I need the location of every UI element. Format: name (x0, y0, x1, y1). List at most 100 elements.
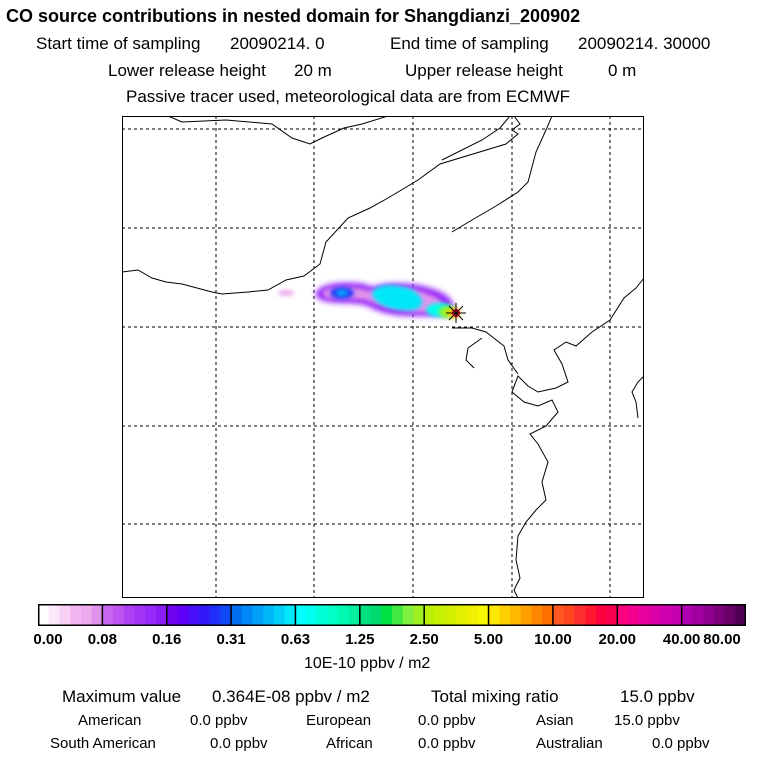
upper-release-label: Upper release height (405, 61, 563, 80)
colorbar-cell (692, 605, 704, 625)
colorbar-cell (456, 605, 468, 625)
colorbar-cell (735, 605, 746, 625)
colorbar-tick-label: 10.00 (534, 631, 572, 648)
colorbar-cell (48, 605, 61, 625)
max-value-label: Maximum value (62, 687, 182, 706)
colorbar-tick-label: 2.50 (409, 631, 439, 648)
region-value: 15.0 ppbv (614, 712, 680, 729)
map-frame (122, 116, 644, 598)
region-value: 0.0 ppbv (652, 735, 710, 752)
colorbar-units: 10E-10 ppbv / m2 (304, 655, 431, 672)
plume-west-fragment (278, 290, 294, 296)
colorbar-cell (681, 605, 693, 625)
colorbar-cell (574, 605, 586, 625)
colorbar-cell (424, 605, 436, 625)
colorbar-cell (316, 605, 329, 625)
colorbar-cell (381, 605, 393, 625)
colorbar-cell (209, 605, 221, 625)
colorbar-cell (628, 605, 640, 625)
colorbar-cell (660, 605, 672, 625)
map-panel (122, 116, 644, 598)
colorbar-cell (113, 605, 125, 625)
total-mixing-label: Total mixing ratio (431, 687, 559, 706)
colorbar-cell (638, 605, 651, 625)
region-name: Australian (536, 735, 603, 752)
region-value: 0.0 ppbv (210, 735, 268, 752)
colorbar-cell (134, 605, 146, 625)
region-name: European (306, 712, 372, 729)
colorbar-cell (145, 605, 157, 625)
region-name: Asian (536, 712, 574, 729)
colorbar-cell (156, 605, 168, 625)
colorbar-cell (402, 605, 415, 625)
border-line (451, 116, 553, 233)
colorbar-cell (102, 605, 114, 625)
colorbar-cell (70, 605, 82, 625)
colorbar-cell (295, 605, 307, 625)
colorbar-cell (499, 605, 511, 625)
region-name: South American (50, 735, 156, 752)
map-grid (122, 116, 644, 598)
colorbar-tick-label: 0.08 (87, 631, 117, 648)
colorbar-cell (349, 605, 361, 625)
colorbar-cell (241, 605, 254, 625)
region-name: American (78, 712, 142, 729)
colorbar-cell (263, 605, 275, 625)
coastline (465, 337, 483, 369)
colorbar-tick-label: 20.00 (598, 631, 637, 648)
colorbar-cell (520, 605, 533, 625)
colorbar-cell (123, 605, 136, 625)
colorbar-cell (338, 605, 350, 625)
tracer-note: Passive tracer used, meteorological data… (126, 87, 571, 106)
max-value: 0.364E-08 ppbv / m2 (212, 687, 370, 706)
colorbar-cell (220, 605, 232, 625)
colorbar-cell (477, 605, 490, 625)
colorbar-cell (392, 605, 404, 625)
region-value: 0.0 ppbv (190, 712, 248, 729)
colorbar-cell (177, 605, 189, 625)
end-time-value: 20090214. 30000 (578, 34, 711, 53)
colorbar-cell (434, 605, 447, 625)
colorbar-cell (38, 605, 50, 625)
colorbar-tick-label: 5.00 (473, 631, 504, 648)
receptor-star-icon (446, 303, 466, 323)
upper-release-value: 0 m (608, 61, 637, 80)
colorbar-cell (467, 605, 479, 625)
start-time-value: 20090214. 0 (230, 34, 325, 53)
colorbar-cell (166, 605, 179, 625)
border-line (167, 116, 389, 145)
coastlines (122, 116, 644, 598)
coastline (631, 375, 644, 419)
colorbar-cell (252, 605, 264, 625)
colorbar-cell (713, 605, 726, 625)
colorbar-cell (703, 605, 715, 625)
colorbar-cell (585, 605, 597, 625)
colorbar-tick-label: 40.00 (662, 631, 701, 648)
colorbar-cell (510, 605, 522, 625)
start-time-label: Start time of sampling (36, 34, 201, 53)
colorbar-cell (445, 605, 457, 625)
border-line (452, 327, 519, 375)
colorbar-cell (649, 605, 661, 625)
colorbar-cell (359, 605, 372, 625)
end-time-label: End time of sampling (390, 34, 549, 53)
colorbar (38, 604, 746, 626)
colorbar-cell (188, 605, 200, 625)
lower-release-value: 20 m (294, 61, 332, 80)
colorbar-tick-label: 0.63 (280, 631, 311, 648)
colorbar-cell (670, 605, 683, 625)
colorbar-frame (38, 604, 746, 626)
chart-title: CO source contributions in nested domain… (6, 6, 581, 26)
colorbar-cell (306, 605, 318, 625)
colorbar-cell (370, 605, 382, 625)
colorbar-cell (327, 605, 339, 625)
colorbar-cell (80, 605, 93, 625)
colorbar-cell (198, 605, 211, 625)
colorbar-cell (284, 605, 297, 625)
colorbar-cell (606, 605, 618, 625)
plume-west-core-inner (336, 290, 348, 296)
border-line (122, 116, 521, 295)
colorbar-cell (595, 605, 608, 625)
border-line (441, 116, 511, 161)
region-value: 0.0 ppbv (418, 735, 476, 752)
